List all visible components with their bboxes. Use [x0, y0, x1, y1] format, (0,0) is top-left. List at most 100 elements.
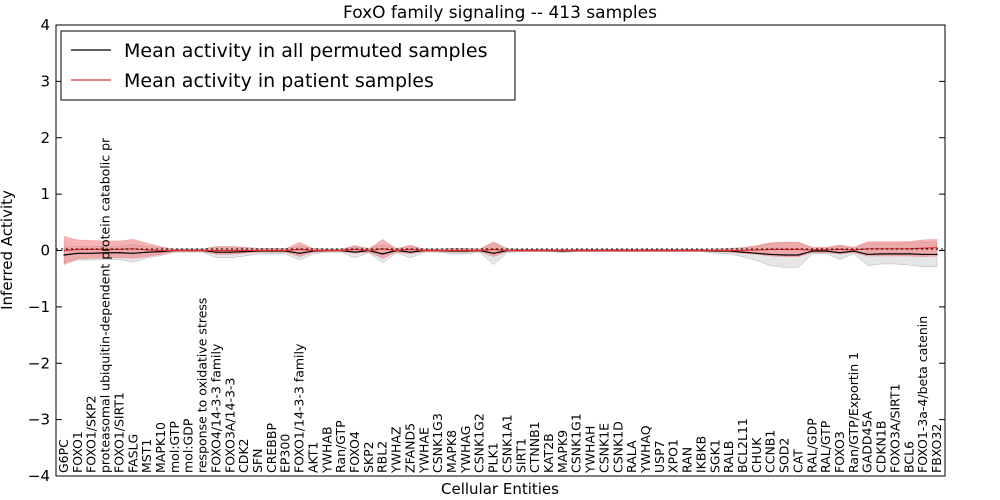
x-tick-label: CSNK1D [610, 421, 625, 473]
x-tick-label: FOXO3A/SIRT1 [887, 383, 902, 473]
line-permuted [63, 249, 937, 256]
x-tick-label: XPO1 [666, 439, 681, 473]
x-tick-label: FOXO1/SKP2 [84, 395, 99, 473]
x-tick-label: mol:GDP [181, 418, 196, 473]
point-patient [936, 247, 938, 249]
point-permuted [894, 253, 897, 255]
point-patient [201, 249, 204, 252]
y-tick-label: 0 [40, 242, 50, 260]
point-patient [520, 249, 522, 252]
point-patient [368, 249, 370, 252]
x-tick-label: YWHAB [319, 426, 334, 474]
point-patient [423, 249, 425, 252]
point-patient [326, 249, 328, 252]
point-patient [312, 249, 315, 252]
x-tick-label: GADD45A [860, 411, 875, 473]
x-tick-label: YWHAH [583, 426, 598, 474]
legend-label-permuted: Mean activity in all permuted samples [124, 40, 487, 62]
x-tick-label: MAPK10 [153, 422, 168, 473]
x-tick-label: YWHAZ [389, 426, 404, 474]
point-permuted [922, 253, 924, 256]
point-patient [160, 249, 162, 252]
point-patient [631, 249, 633, 252]
point-patient [506, 249, 509, 252]
point-permuted [409, 251, 412, 253]
point-patient [437, 249, 439, 252]
point-patient [146, 249, 148, 251]
x-tick-label: FOXO1/SIRT1 [111, 392, 126, 473]
point-permuted [756, 252, 758, 254]
point-patient [908, 248, 910, 250]
point-patient [215, 249, 218, 252]
point-patient [700, 249, 703, 252]
x-tick-label: KAT2B [541, 433, 556, 473]
x-tick-label: G6PC [56, 439, 71, 473]
point-permuted [243, 251, 245, 253]
point-patient [839, 248, 841, 250]
x-tick-label: FOXO3A/14-3-3 [222, 378, 237, 473]
point-patient [257, 249, 259, 252]
point-patient [104, 248, 107, 250]
x-tick-label: Ran/GTP [333, 420, 348, 473]
x-tick-label: ZFAND5 [402, 423, 417, 473]
point-patient [534, 249, 536, 252]
point-patient [174, 249, 176, 252]
point-permuted [492, 252, 495, 254]
point-patient [742, 249, 744, 252]
point-patient [728, 249, 730, 252]
x-tick-label: CCNB1 [763, 430, 778, 473]
y-tick-label: 2 [40, 129, 50, 147]
point-patient [285, 249, 287, 252]
x-tick-label: FOXO3 [832, 431, 847, 473]
x-tick-label: EP300 [278, 434, 293, 473]
point-permuted [867, 253, 869, 256]
x-tick-label: MST1 [139, 439, 154, 473]
x-tick-label: MAPK9 [555, 430, 570, 473]
point-patient [756, 249, 758, 251]
legend-box [60, 30, 516, 101]
x-tick-label: Ran/GTP/Exportin 1 [846, 352, 861, 473]
x-tick-label: CDK2 [236, 438, 251, 473]
x-tick-label: FBXO32 [929, 424, 944, 473]
point-permuted [229, 251, 231, 253]
point-patient [298, 248, 301, 250]
point-patient [340, 249, 342, 252]
point-permuted [354, 251, 356, 253]
point-permuted [825, 250, 827, 252]
x-axis-label: Cellular Entities [441, 480, 559, 498]
x-tick-label: SIRT1 [513, 438, 528, 473]
x-tick-label: CSNK1G2 [472, 413, 487, 473]
legend-label-patient: Mean activity in patient samples [124, 70, 434, 92]
x-tick-label: SGK1 [707, 439, 722, 473]
legend: Mean activity in all permuted samples Me… [60, 30, 516, 101]
point-permuted [104, 252, 107, 254]
point-permuted [839, 252, 841, 254]
x-tick-label: BCL2L11 [735, 418, 750, 473]
point-patient [271, 249, 273, 252]
x-tick-label: YWHAE [416, 427, 431, 474]
x-tick-label: SFN [250, 449, 265, 473]
x-tick-label: AKT1 [305, 442, 320, 473]
point-permuted [63, 254, 65, 256]
point-patient [686, 249, 689, 252]
point-patient [811, 249, 813, 251]
point-patient [714, 249, 716, 252]
x-tick-label: RBL2 [375, 441, 390, 473]
point-patient [894, 248, 897, 250]
point-patient [354, 248, 356, 250]
y-tick-label: −1 [28, 298, 50, 316]
point-permuted [91, 252, 93, 254]
x-tick-label: response to oxidative stress [195, 298, 210, 473]
x-tick-label: CSNK1A1 [499, 414, 514, 473]
point-patient [797, 248, 800, 250]
point-patient [479, 249, 481, 252]
point-patient [645, 249, 647, 252]
point-patient [589, 249, 592, 252]
x-tick-label: RALA [624, 440, 639, 473]
point-patient [576, 249, 578, 252]
point-permuted [382, 253, 384, 255]
x-tick-label: FOXO1/14-3-3 family [292, 343, 307, 473]
point-permuted [770, 253, 772, 256]
